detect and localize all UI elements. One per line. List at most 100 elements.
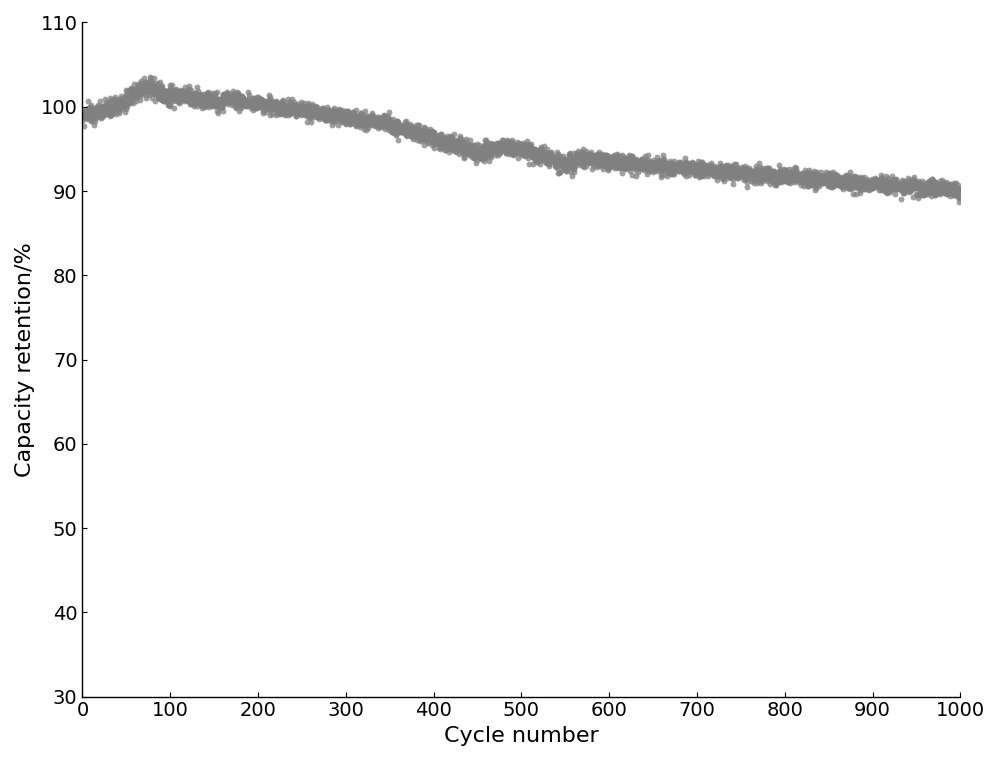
Point xyxy=(701,166,717,178)
Point xyxy=(97,100,113,113)
Point xyxy=(515,145,531,157)
Point xyxy=(932,175,948,187)
Point xyxy=(112,101,128,113)
Point xyxy=(494,142,510,154)
Point xyxy=(131,86,147,98)
Point xyxy=(587,149,603,161)
Point xyxy=(897,180,913,193)
Point xyxy=(521,158,537,170)
Point xyxy=(307,100,323,112)
Point xyxy=(707,169,723,181)
Point xyxy=(740,171,756,183)
Point xyxy=(384,116,400,129)
Point xyxy=(952,183,968,195)
Point xyxy=(129,90,145,102)
Point xyxy=(319,109,335,121)
Point xyxy=(933,180,949,193)
Point xyxy=(890,177,906,189)
Point xyxy=(568,151,584,163)
Point xyxy=(247,102,263,114)
Point xyxy=(397,126,413,138)
Point xyxy=(233,100,249,112)
Point xyxy=(674,158,690,170)
Point xyxy=(320,104,336,116)
Point xyxy=(856,181,872,193)
Point xyxy=(669,160,685,172)
Point xyxy=(107,94,123,107)
Point xyxy=(942,184,958,196)
Point xyxy=(210,95,226,107)
Point xyxy=(671,158,687,170)
Point xyxy=(377,110,393,123)
Point xyxy=(390,122,406,134)
Point xyxy=(581,149,597,161)
Point xyxy=(747,167,763,179)
Point xyxy=(652,157,668,169)
Point xyxy=(401,121,417,133)
Point xyxy=(568,152,584,164)
Point xyxy=(879,186,895,198)
Point xyxy=(483,151,499,164)
Point xyxy=(100,102,116,114)
Point xyxy=(559,157,575,169)
Point xyxy=(232,93,248,105)
Point xyxy=(134,85,150,97)
Point xyxy=(164,90,180,102)
Point xyxy=(225,90,241,102)
Point xyxy=(143,81,159,94)
Point xyxy=(867,178,883,190)
Point xyxy=(472,144,488,156)
Point xyxy=(509,142,525,154)
Point xyxy=(392,125,408,137)
Point xyxy=(168,83,184,95)
Point xyxy=(603,159,619,171)
Point xyxy=(337,117,353,129)
Point xyxy=(483,143,499,155)
Point xyxy=(334,111,350,123)
Point xyxy=(200,95,216,107)
Point xyxy=(870,174,886,186)
Point xyxy=(183,98,199,110)
Point xyxy=(700,170,716,182)
Point xyxy=(711,164,727,176)
Point xyxy=(217,90,233,102)
Point xyxy=(944,181,960,193)
Point xyxy=(921,185,937,197)
Point xyxy=(935,184,951,196)
Point xyxy=(780,173,796,185)
Point xyxy=(295,100,311,113)
Point xyxy=(144,86,160,98)
Point xyxy=(370,118,386,130)
Point xyxy=(187,92,203,104)
Point xyxy=(148,84,164,96)
Point xyxy=(331,110,347,123)
Point xyxy=(409,133,425,145)
Point xyxy=(237,97,253,110)
Point xyxy=(495,134,511,146)
Point xyxy=(431,136,447,148)
Point xyxy=(614,158,630,170)
Point xyxy=(914,186,930,199)
Point xyxy=(330,113,346,125)
Point xyxy=(200,99,216,111)
Point xyxy=(183,84,199,96)
Point xyxy=(137,80,153,92)
Point xyxy=(180,90,196,102)
Point xyxy=(690,167,706,179)
Point xyxy=(136,81,152,93)
Point xyxy=(578,151,594,163)
Point xyxy=(461,139,477,151)
Point xyxy=(750,164,766,177)
Point xyxy=(530,151,546,164)
Point xyxy=(289,107,305,119)
Point xyxy=(908,180,924,192)
Point xyxy=(777,172,793,184)
Point xyxy=(568,148,584,161)
Point xyxy=(541,155,557,167)
Point xyxy=(758,172,774,184)
Point xyxy=(255,95,271,107)
Point xyxy=(453,142,469,154)
Point xyxy=(224,87,240,99)
Point xyxy=(650,161,666,174)
Point xyxy=(455,142,471,154)
